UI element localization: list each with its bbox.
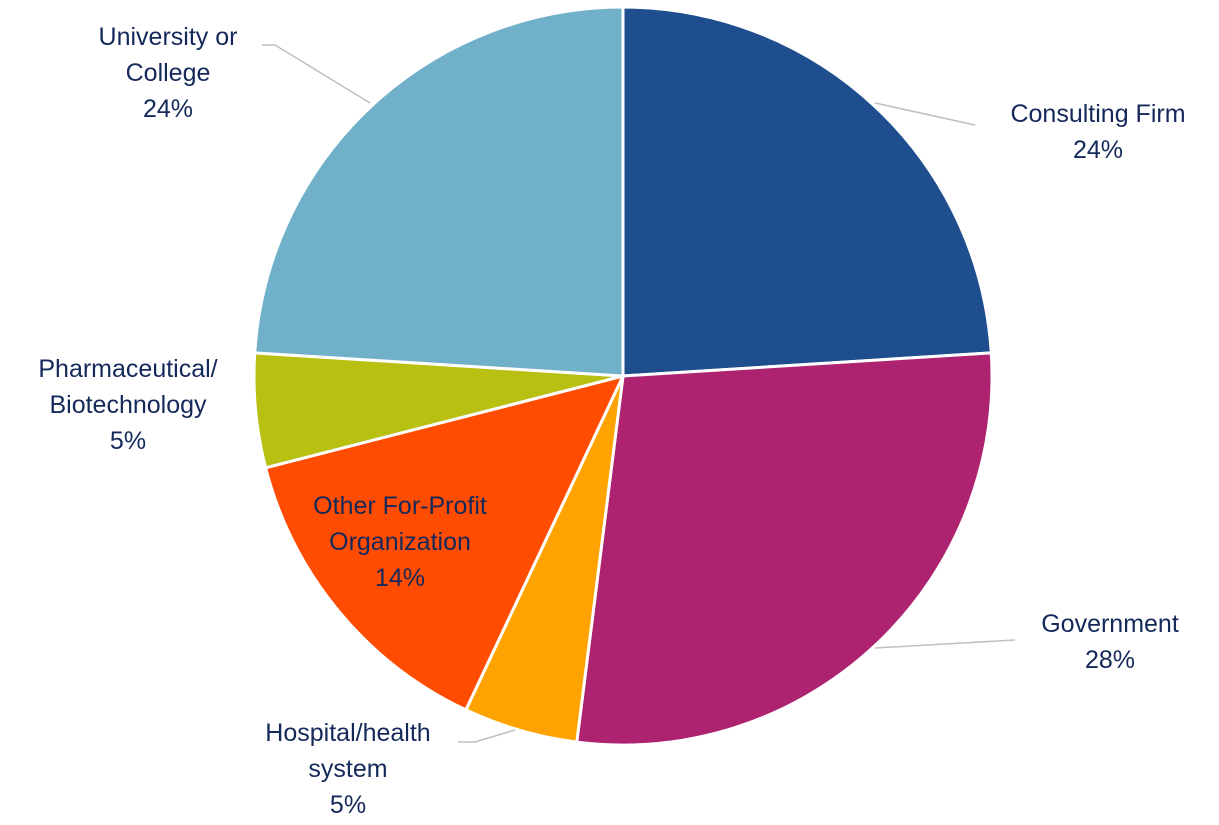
leader-line: [458, 729, 516, 743]
slice-label: Hospital/health system 5%: [198, 715, 498, 823]
value-label: 28%: [1084, 646, 1136, 674]
pie-slice: [575, 351, 994, 747]
slices: [252, 5, 994, 747]
value-label: 5%: [329, 791, 367, 819]
leader-line: [262, 44, 371, 104]
category-label: Hospital/health system: [265, 719, 431, 783]
leader-line: [874, 102, 976, 126]
slice-label: Pharmaceutical/ Biotechnology 5%: [0, 351, 278, 459]
category-label: University or College: [98, 23, 238, 87]
value-label: 24%: [1072, 136, 1124, 164]
category-label: Consulting Firm: [1010, 100, 1186, 128]
category-label: Pharmaceutical/ Biotechnology: [38, 355, 218, 419]
slice-label: Government 28%: [960, 606, 1219, 678]
leader-line: [874, 639, 1016, 649]
category-label: Government: [1041, 610, 1179, 638]
pie-slice: [253, 5, 625, 378]
value-label: 24%: [142, 95, 194, 123]
value-label: 14%: [374, 564, 426, 592]
slice-label: University or College 24%: [18, 19, 318, 127]
slice-label: Other For-Profit Organization 14%: [250, 488, 550, 596]
pie-slice: [621, 5, 993, 378]
category-label: Other For-Profit Organization: [313, 492, 487, 556]
slice-label: Consulting Firm 24%: [948, 96, 1219, 168]
value-label: 5%: [109, 427, 147, 455]
pie-slice: [264, 374, 625, 712]
